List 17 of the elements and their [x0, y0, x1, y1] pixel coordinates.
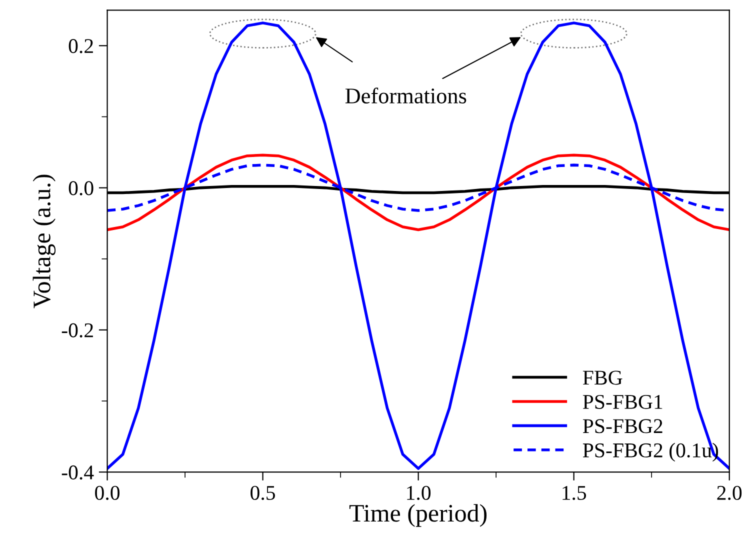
annotation: Deformations — [345, 88, 466, 104]
legend-label: PS-FBG1 — [582, 394, 662, 409]
x-axis-title: Time (period) — [349, 504, 487, 527]
legend-label: FBG — [582, 370, 622, 385]
x-tick-label: 0.0 — [95, 486, 120, 500]
y-tick-label: 0.0 — [68, 181, 94, 196]
x-tick-label: 0.5 — [250, 486, 276, 500]
x-tick-label: 2.0 — [717, 486, 742, 500]
line-series — [107, 154, 730, 232]
y-tick-label: 0.2 — [68, 39, 93, 54]
x-tick-label: 1.5 — [562, 486, 586, 500]
legend-label: PS-FBG2 — [582, 419, 662, 434]
line-series — [107, 22, 730, 470]
x-tick-label: 1.0 — [407, 486, 431, 500]
y-tick-label: -0.4 — [62, 465, 94, 480]
y-tick-label: -0.2 — [62, 323, 93, 338]
y-axis-title: Voltage (a.u.) — [32, 174, 56, 308]
